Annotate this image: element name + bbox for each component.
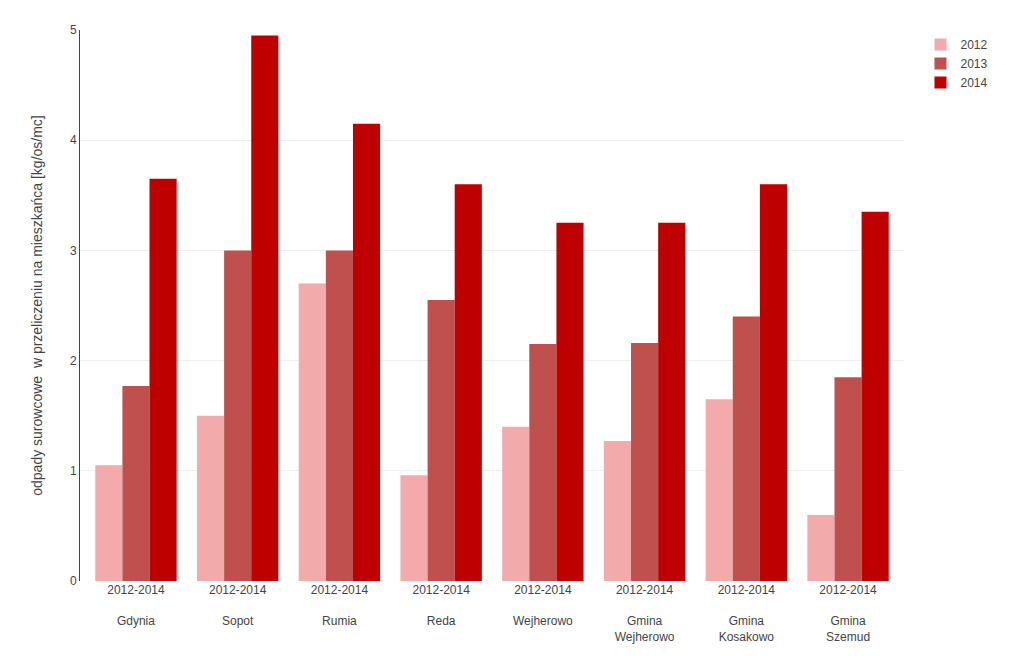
svg-text:2012-2014GminaWejherowo: 2012-2014GminaWejherowo [615,583,675,644]
svg-text:2013: 2013 [960,57,987,71]
svg-text:0: 0 [70,574,77,588]
svg-text:2012-2014Wejherowo: 2012-2014Wejherowo [513,583,573,628]
svg-text:1: 1 [70,464,77,478]
svg-text:2012-2014Sopot: 2012-2014Sopot [209,583,267,628]
svg-text:5: 5 [70,23,77,37]
svg-text:3: 3 [70,244,77,258]
svg-text:2012: 2012 [960,38,987,52]
svg-text:2012-2014GminaSzemud: 2012-2014GminaSzemud [819,583,877,644]
svg-text:2014: 2014 [960,76,987,90]
svg-text:2012-2014Gdynia: 2012-2014Gdynia [107,583,165,628]
svg-text:2012-2014Reda: 2012-2014Reda [412,583,470,628]
svg-text:2012-2014Rumia: 2012-2014Rumia [311,583,369,628]
svg-text:2: 2 [70,354,77,368]
svg-text:4: 4 [70,133,77,147]
svg-text:2012-2014GminaKosakowo: 2012-2014GminaKosakowo [718,583,776,644]
svg-text:odpady surowcowe w przeliczen: odpady surowcowe w przeliczeniu na miesz… [29,115,45,496]
